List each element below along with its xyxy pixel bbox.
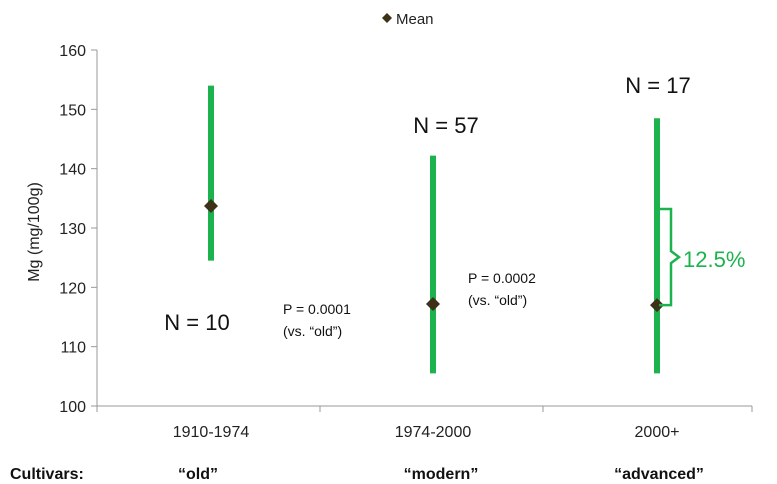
y-tick-label: 160 — [59, 43, 86, 60]
n-label: N = 57 — [413, 113, 478, 138]
p-annotation-1-line1: P = 0.0001 — [283, 301, 351, 317]
legend-mean-label: Mean — [396, 11, 434, 28]
category-labels: 1910-1974 1974-2000 2000+ — [96, 406, 753, 441]
y-tick-label: 140 — [59, 162, 86, 179]
n-label: N = 17 — [625, 73, 690, 98]
y-ticks: 100 110 120 130 140 150 160 — [59, 43, 97, 416]
category-label: 1974-2000 — [395, 424, 472, 441]
y-tick-label: 130 — [59, 221, 86, 238]
mean-marker — [426, 296, 440, 311]
n-label: N = 10 — [164, 310, 229, 335]
range-bars — [208, 85, 660, 374]
category-label: 1910-1974 — [173, 424, 250, 441]
percent-change-label: 12.5% — [683, 247, 745, 272]
p-annotation-1-line2: (vs. “old”) — [283, 323, 342, 339]
p-annotation-1: P = 0.0001 (vs. “old”) — [283, 301, 351, 339]
y-tick-label: 110 — [60, 340, 86, 357]
mean-marker — [650, 298, 664, 313]
y-tick-label: 150 — [59, 102, 86, 119]
percent-change-bracket — [659, 207, 682, 307]
cultivar-label: “advanced” — [614, 466, 704, 483]
y-axis-label: Mg (mg/100g) — [26, 182, 43, 282]
y-tick-label: 100 — [59, 399, 86, 416]
legend-mean-icon — [382, 13, 392, 23]
percent-change: 12.5% — [659, 207, 745, 307]
n-labels: N = 10 N = 57 N = 17 — [164, 73, 690, 335]
mean-markers — [204, 199, 664, 313]
p-annotation-2-line2: (vs. “old”) — [468, 292, 527, 308]
cultivars-label: Cultivars: — [10, 466, 84, 483]
category-label: 2000+ — [635, 424, 680, 441]
p-annotation-2: P = 0.0002 (vs. “old”) — [468, 270, 536, 308]
cultivar-label: “old” — [178, 466, 218, 483]
p-annotation-2-line1: P = 0.0002 — [468, 270, 536, 286]
mean-marker — [204, 199, 218, 214]
cultivar-labels: “old” “modern” “advanced” — [178, 466, 704, 483]
legend: Mean — [382, 11, 434, 28]
y-tick-label: 120 — [59, 280, 86, 297]
cultivar-label: “modern” — [404, 466, 479, 483]
